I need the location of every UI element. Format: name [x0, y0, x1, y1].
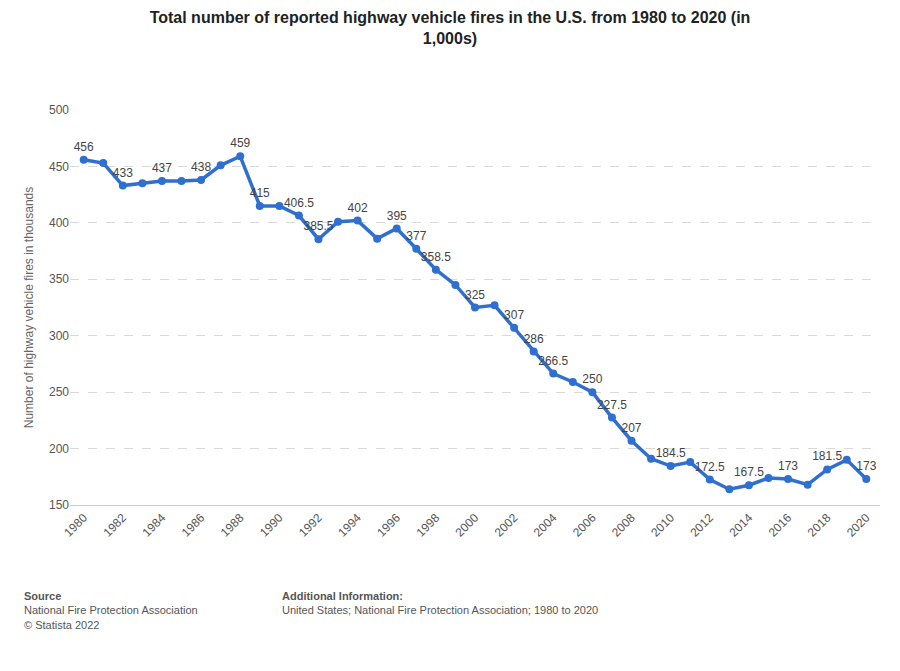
svg-text:207: 207: [622, 421, 642, 435]
svg-text:250: 250: [49, 385, 69, 399]
svg-text:Total number of reported highw: Total number of reported highway vehicle…: [150, 9, 751, 47]
svg-text:2012: 2012: [687, 511, 716, 540]
svg-text:415: 415: [250, 186, 270, 200]
svg-text:1992: 1992: [296, 511, 325, 540]
svg-text:325: 325: [465, 288, 485, 302]
svg-text:2016: 2016: [766, 511, 795, 540]
svg-text:500: 500: [49, 103, 69, 117]
svg-text:438: 438: [191, 160, 211, 174]
svg-text:2004: 2004: [531, 511, 560, 540]
svg-text:200: 200: [49, 442, 69, 456]
svg-text:350: 350: [49, 272, 69, 286]
svg-text:433: 433: [113, 166, 133, 180]
svg-text:1988: 1988: [218, 511, 247, 540]
svg-text:172.5: 172.5: [695, 460, 725, 474]
svg-text:266.5: 266.5: [538, 354, 568, 368]
svg-text:250: 250: [582, 372, 602, 386]
svg-text:1990: 1990: [257, 511, 286, 540]
svg-text:173: 173: [856, 459, 876, 473]
svg-text:2020: 2020: [844, 511, 873, 540]
svg-text:Additional Information:United: Additional Information:United States; Na…: [282, 590, 598, 616]
svg-text:1982: 1982: [100, 511, 129, 540]
svg-text:286: 286: [524, 332, 544, 346]
svg-text:Number of highway vehicle fire: Number of highway vehicle fires in thous…: [22, 187, 36, 428]
svg-text:300: 300: [49, 329, 69, 343]
svg-text:2002: 2002: [492, 511, 521, 540]
svg-text:184.5: 184.5: [656, 446, 686, 460]
svg-text:385.5: 385.5: [303, 219, 333, 233]
svg-text:2010: 2010: [648, 511, 677, 540]
svg-text:2018: 2018: [805, 511, 834, 540]
svg-text:450: 450: [49, 160, 69, 174]
svg-text:1986: 1986: [179, 511, 208, 540]
svg-text:307: 307: [504, 308, 524, 322]
svg-text:2014: 2014: [726, 511, 755, 540]
svg-text:358.5: 358.5: [421, 250, 451, 264]
svg-text:456: 456: [74, 140, 94, 154]
svg-text:437: 437: [152, 161, 172, 175]
svg-text:227.5: 227.5: [597, 398, 627, 412]
svg-text:395: 395: [387, 209, 407, 223]
svg-text:173: 173: [778, 459, 798, 473]
svg-text:2006: 2006: [570, 511, 599, 540]
svg-text:1996: 1996: [374, 511, 403, 540]
svg-text:181.5: 181.5: [812, 449, 842, 463]
svg-text:2008: 2008: [609, 511, 638, 540]
svg-text:1998: 1998: [413, 511, 442, 540]
svg-text:167.5: 167.5: [734, 465, 764, 479]
svg-text:1984: 1984: [140, 511, 169, 540]
svg-text:2000: 2000: [453, 511, 482, 540]
svg-text:1994: 1994: [335, 511, 364, 540]
svg-text:402: 402: [348, 201, 368, 215]
svg-text:150: 150: [49, 498, 69, 512]
svg-text:400: 400: [49, 216, 69, 230]
svg-text:377: 377: [406, 229, 426, 243]
svg-text:406.5: 406.5: [284, 196, 314, 210]
svg-text:1980: 1980: [61, 511, 90, 540]
svg-text:SourceNational Fire Protection: SourceNational Fire Protection Associati…: [24, 590, 198, 631]
svg-text:459: 459: [230, 136, 250, 150]
